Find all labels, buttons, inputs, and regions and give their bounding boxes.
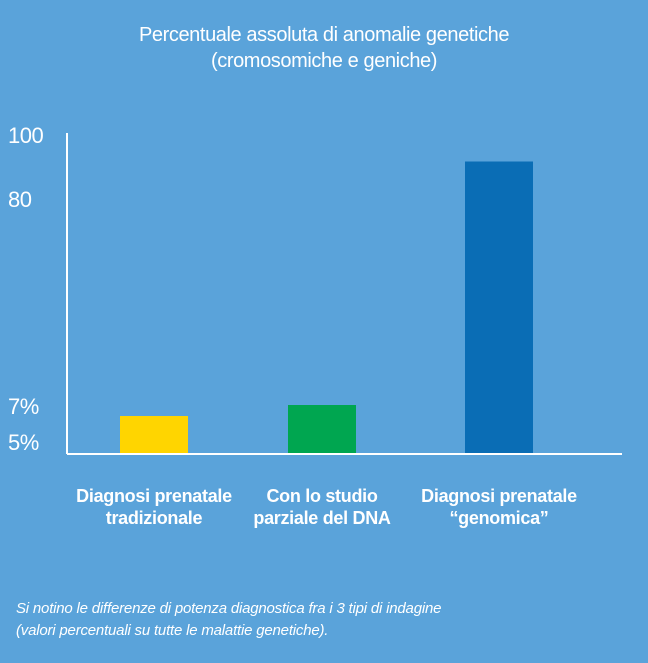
category-label-partial-dna: Con lo studio parziale del DNA bbox=[227, 485, 417, 529]
bar-2 bbox=[288, 405, 356, 453]
chart-title: Percentuale assoluta di anomalie genetic… bbox=[0, 22, 648, 74]
category-label-traditional: Diagnosi prenatale tradizionale bbox=[59, 485, 249, 529]
footnote: Si notino le differenze di potenza diagn… bbox=[16, 598, 636, 642]
bar-1 bbox=[120, 416, 188, 453]
y-tick-label-80: 80 bbox=[8, 187, 32, 212]
bars-layer bbox=[120, 161, 533, 453]
bar-3 bbox=[465, 161, 533, 453]
category-label-genomic: Diagnosi prenatale “genomica” bbox=[404, 485, 594, 529]
category-label-traditional-line-2: tradizionale bbox=[105, 508, 203, 528]
category-label-partial-dna-line-1: Con lo studio bbox=[266, 486, 378, 506]
chart-title-line-1: Percentuale assoluta di anomalie genetic… bbox=[138, 24, 510, 46]
chart-title-line-2: (cromosomiche e geniche) bbox=[210, 50, 438, 72]
footnote-line-1: Si notino le differenze di potenza diagn… bbox=[16, 600, 442, 617]
category-label-genomic-line-1: Diagnosi prenatale bbox=[421, 486, 577, 506]
category-label-traditional-line-1: Diagnosi prenatale bbox=[76, 486, 232, 506]
footnote-line-2: (valori percentuali su tutte le malattie… bbox=[16, 622, 329, 639]
y-tick-label-5: 5% bbox=[8, 430, 39, 455]
category-label-partial-dna-line-2: parziale del DNA bbox=[253, 508, 391, 528]
category-label-genomic-line-2: “genomica” bbox=[449, 508, 549, 528]
y-tick-label-100: 100 bbox=[8, 123, 44, 148]
y-tick-label-7: 7% bbox=[8, 394, 39, 419]
